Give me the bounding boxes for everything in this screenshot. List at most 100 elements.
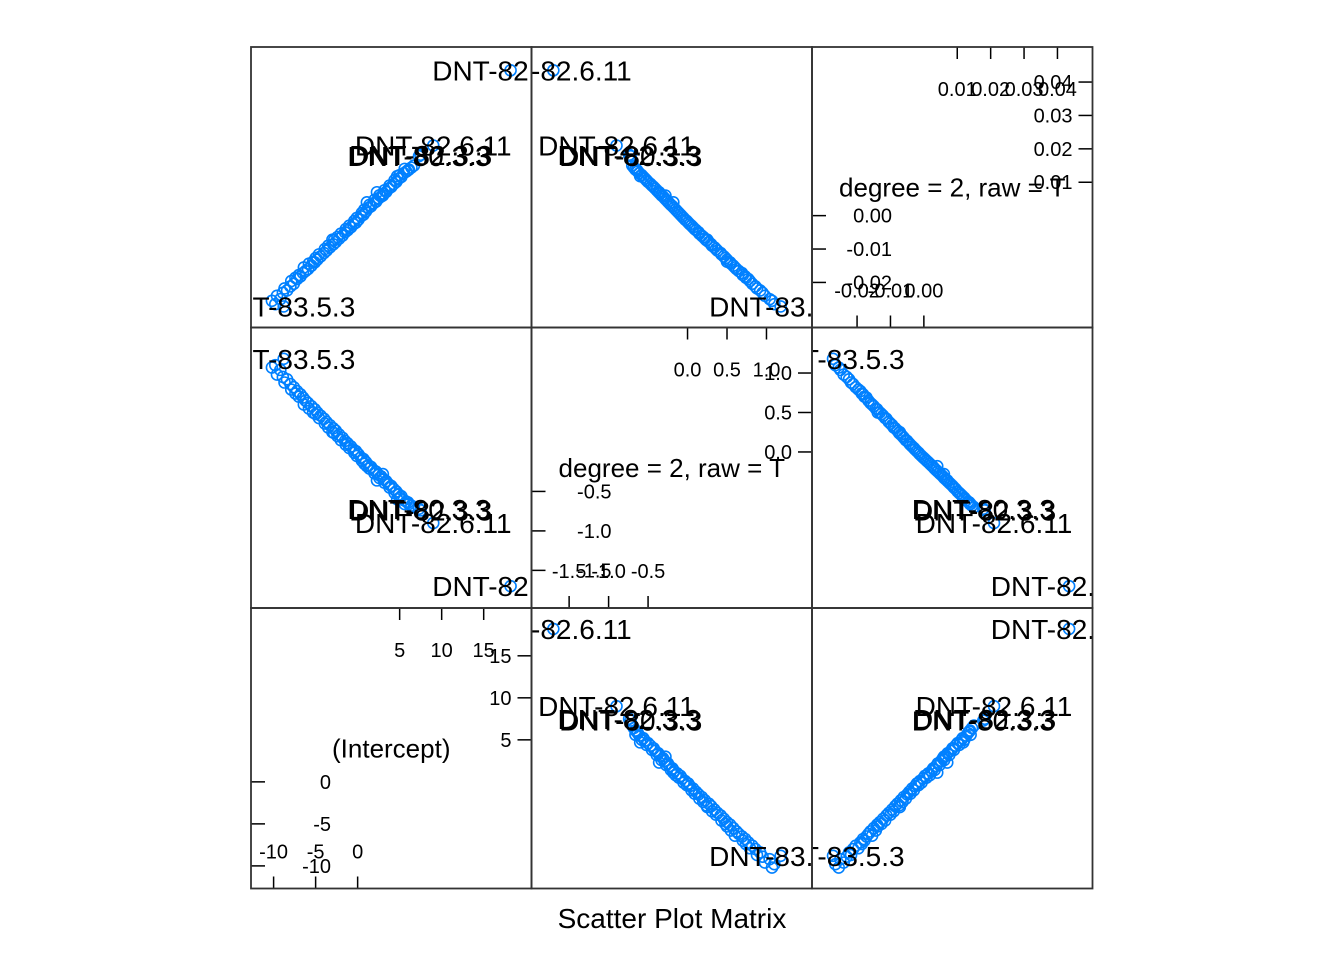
tick-label: 0.02 [971, 79, 1010, 101]
tick-label: -5 [307, 842, 325, 864]
data-point [720, 820, 734, 833]
tick-label: 0.03 [1034, 105, 1073, 127]
data-point [749, 842, 762, 856]
panel-frame [811, 607, 1094, 890]
panel-frame [250, 46, 533, 329]
label-panel-2-2: DNT-82.6.11DNT-82.6.11DNT-80.3.3DNT-82.3… [761, 614, 1148, 872]
point-label: DNT-82.3.3 [349, 495, 492, 526]
point-label: DNT-82.6.11 [355, 508, 512, 539]
data-point [625, 159, 639, 172]
data-point [956, 736, 970, 749]
tick-label: -0.02 [834, 281, 880, 303]
data-point [624, 714, 638, 727]
data-point [652, 756, 666, 769]
scatter-panel-1-0 [265, 352, 517, 593]
label-panel-1-2: DNT-82.6.11DNT-82.6.11DNT-80.3.3DNT-82.3… [761, 344, 1148, 602]
tick-label: -0.5 [631, 561, 665, 583]
data-point [277, 352, 290, 366]
data-point [629, 728, 642, 742]
data-point [624, 149, 638, 163]
tick-label: 5 [500, 730, 511, 752]
data-point [965, 721, 979, 735]
data-point [370, 185, 384, 199]
data-point [739, 271, 753, 285]
data-point [504, 64, 517, 77]
data-point [930, 766, 944, 779]
point-label: DNT-83.5.3 [761, 344, 904, 375]
data-point [426, 139, 440, 152]
matrix-diagonal: degree = 2, raw = T-0.02-0.02-0.01-0.010… [251, 47, 1093, 889]
data-point [659, 189, 672, 202]
variable-name: degree = 2, raw = T [839, 172, 1066, 202]
data-point [277, 300, 290, 313]
data-point [977, 502, 990, 516]
data-point [287, 380, 301, 394]
point-label: DNT-82.6.11 [475, 614, 632, 645]
tick-label: 0.0 [674, 360, 702, 382]
tick-label: 10 [431, 640, 453, 662]
matrix-frames [250, 46, 1094, 890]
data-point [270, 289, 284, 303]
tick-label: -0.5 [577, 481, 611, 503]
panel-frame [530, 46, 813, 329]
tick-label: 0 [352, 842, 363, 864]
data-point [289, 387, 302, 400]
data-point [414, 148, 427, 162]
data-point [360, 459, 374, 473]
point-label: DNT-82.3.3 [913, 704, 1056, 735]
data-point [837, 856, 851, 869]
data-point [855, 837, 869, 851]
tick-label: -10 [302, 856, 331, 878]
data-point [987, 516, 1001, 530]
data-point [610, 139, 623, 152]
data-point [360, 195, 374, 209]
data-point [326, 233, 339, 246]
tick-label: 5 [394, 640, 405, 662]
point-label: DNT-82.6.11 [991, 571, 1148, 602]
data-point [667, 195, 680, 209]
matrix-points [265, 64, 1076, 874]
point-label: DNT-83.5.3 [709, 291, 852, 322]
data-point [311, 406, 324, 419]
tick-label: 0.00 [853, 206, 892, 228]
data-point [978, 712, 991, 726]
data-point [274, 292, 287, 306]
tick-label: 0.04 [1038, 79, 1077, 101]
point-label: DNT-82.6.11 [991, 614, 1148, 645]
data-point [652, 185, 666, 199]
tick-label: 0.5 [764, 402, 792, 424]
data-point [629, 162, 642, 176]
tick-label: -1.0 [577, 521, 611, 543]
data-point [855, 387, 869, 400]
tick-label: -1.5 [552, 561, 586, 583]
tick-label: 15 [489, 646, 511, 668]
tick-label: -10 [259, 842, 288, 864]
tick-label: -0.01 [846, 239, 892, 261]
tick-label: 10 [489, 688, 511, 710]
data-point [826, 352, 840, 366]
point-label: DNT-83.5.3 [761, 841, 904, 872]
label-panel-2-1: DNT-82.6.11DNT-82.6.11DNT-80.3.3DNT-82.3… [475, 614, 813, 872]
tick-label: 0.01 [938, 79, 977, 101]
tick-label: 0.03 [1005, 79, 1044, 101]
data-point [284, 377, 297, 391]
tick-label: 0.02 [1034, 139, 1073, 161]
tick-label: 0.0 [764, 442, 792, 464]
tick-label: 0 [320, 772, 331, 794]
point-label: DNT-82.3.3 [913, 495, 1056, 526]
scatter-panel-1-2 [826, 352, 1076, 593]
data-point [390, 169, 404, 183]
point-label: DNT-82.6.11 [538, 131, 695, 162]
data-point [1062, 622, 1076, 636]
scatter-panel-0-0 [265, 64, 517, 313]
data-point [504, 579, 517, 593]
point-label: DNT-83.5.3 [212, 291, 355, 322]
tick-label: 0.01 [1034, 172, 1073, 194]
diagonal-panel-2: degree = 2, raw = T-0.02-0.02-0.01-0.010… [812, 47, 1093, 328]
data-point [306, 255, 320, 269]
tick-label: -5 [313, 814, 331, 836]
scatter-panel-0-1 [547, 64, 787, 313]
label-panel-0-0: DNT-82.6.11DNT-82.6.11DNT-80.3.3DNT-82.3… [212, 55, 532, 322]
data-point [405, 161, 418, 174]
data-point [964, 728, 977, 742]
